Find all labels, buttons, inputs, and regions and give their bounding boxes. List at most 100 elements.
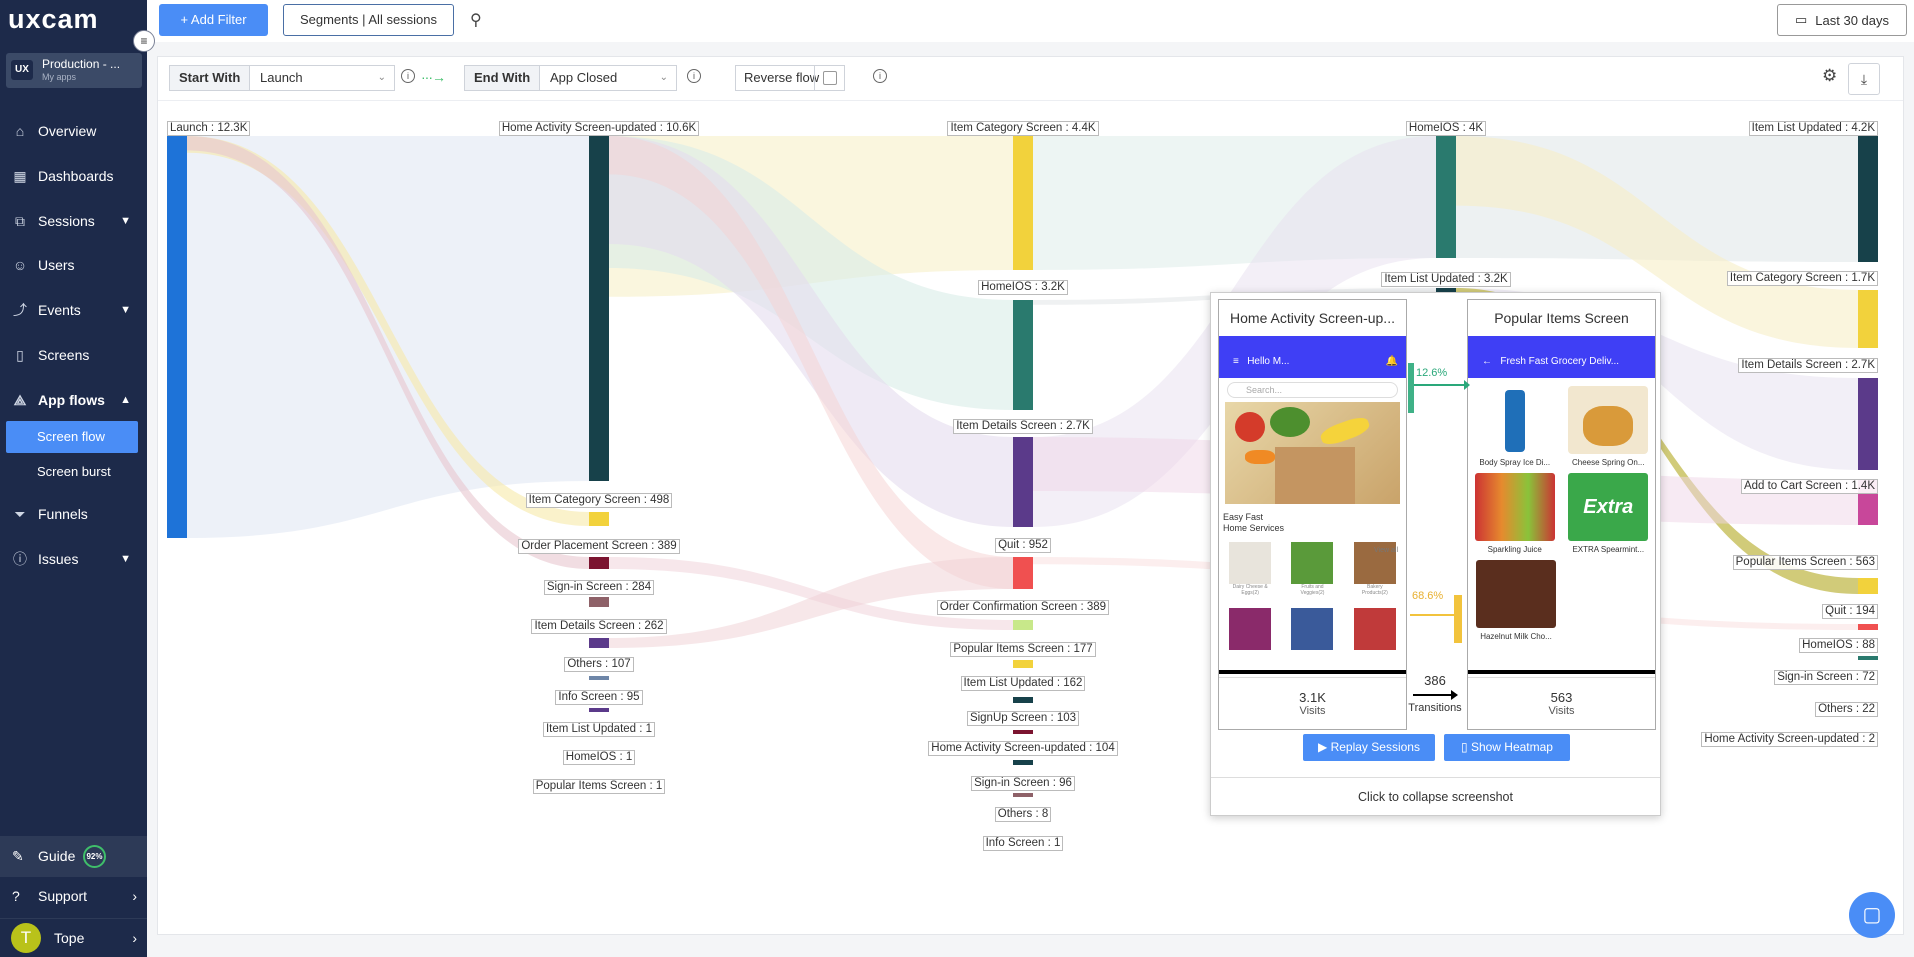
nav-issues[interactable]: ⓘ Issues ▼ <box>0 541 147 577</box>
nav-dashboards[interactable]: ▦ Dashboards <box>0 158 147 194</box>
info-icon[interactable]: i <box>873 69 887 83</box>
sankey-node-label[interactable]: Item List Updated : 162 <box>960 676 1086 691</box>
download-icon[interactable]: ⤓ <box>1848 63 1880 95</box>
transitions-info: 386 Transitions <box>1405 673 1465 714</box>
sankey-node-label[interactable]: Home Activity Screen-updated : 2 <box>1701 732 1878 747</box>
sankey-node-label[interactable]: Item Category Screen : 498 <box>525 493 673 508</box>
org-switcher[interactable]: UX Production - ... My apps <box>6 53 142 88</box>
nav-sessions[interactable]: ⧉ Sessions ▼ <box>0 203 147 239</box>
nav-events[interactable]: ⤴ Events ▼ <box>0 292 147 328</box>
show-heatmap-button[interactable]: ▯ Show Heatmap <box>1444 734 1570 761</box>
sankey-node-label[interactable]: Item Details Screen : 262 <box>531 619 667 634</box>
nav-label: Issues <box>38 551 79 567</box>
end-with-label: End With <box>464 65 541 91</box>
info-icon[interactable]: i <box>401 69 415 83</box>
add-filter-button[interactable]: + Add Filter <box>159 4 268 36</box>
sankey-node-label[interactable]: Item List Updated : 3.2K <box>1381 272 1511 287</box>
sankey-node-label[interactable]: Add to Cart Screen : 1.4K <box>1740 479 1878 494</box>
screen-card-right[interactable]: Popular Items Screen ← Fresh Fast Grocer… <box>1467 299 1656 730</box>
sankey-node-label[interactable]: Item List Updated : 4.2K <box>1748 121 1878 136</box>
nav-overview[interactable]: ⌂ Overview <box>0 113 147 149</box>
sankey-node-label[interactable]: HomeIOS : 1 <box>562 750 636 765</box>
collapse-screenshot-button[interactable]: Click to collapse screenshot <box>1211 777 1660 817</box>
nav-label: App flows <box>38 392 105 408</box>
end-with-select[interactable]: App Closed ⌄ <box>539 65 677 91</box>
app-search: Search... <box>1227 382 1398 398</box>
date-range-button[interactable]: ▭ Last 30 days <box>1777 4 1907 36</box>
info-icon[interactable]: i <box>687 69 701 83</box>
sankey-node-label[interactable]: Home Activity Screen-updated : 104 <box>928 741 1118 756</box>
date-range-label: Last 30 days <box>1815 12 1889 28</box>
sankey-node-label[interactable]: HomeIOS : 4K <box>1405 121 1487 136</box>
sankey-node-label[interactable]: Quit : 194 <box>1822 604 1878 619</box>
reverse-flow-toggle[interactable]: Reverse flow <box>735 65 845 91</box>
calendar-icon: ▭ <box>1794 12 1808 27</box>
end-with-value: App Closed <box>550 70 618 85</box>
org-badge: UX <box>11 60 33 80</box>
transition-percent-mid: 68.6% <box>1412 590 1444 602</box>
search-icon[interactable]: ⚲ <box>470 12 482 29</box>
product-item: Extra EXTRA Spearmint... <box>1568 473 1649 554</box>
sidebar-collapse-icon[interactable]: ≡ <box>133 30 155 52</box>
sankey-node-label[interactable]: Item Details Screen : 2.7K <box>953 419 1093 434</box>
support-button[interactable]: ? Support › <box>0 876 147 914</box>
sankey-node-label[interactable]: Popular Items Screen : 1 <box>532 779 666 794</box>
sankey-node-label[interactable]: SignUp Screen : 103 <box>966 711 1080 726</box>
screen-card-left[interactable]: Home Activity Screen-up... ≡ Hello M... 🔔… <box>1218 299 1407 730</box>
transitions-count: 386 <box>1424 673 1446 688</box>
sankey-node-label[interactable]: Item Category Screen : 1.7K <box>1726 271 1878 286</box>
home-icon: ⌂ <box>15 123 25 139</box>
start-with-select[interactable]: Launch ⌄ <box>249 65 395 91</box>
guide-button[interactable]: ✎ Guide 92% <box>0 836 147 876</box>
nav-screens[interactable]: ▯ Screens <box>0 337 147 373</box>
sankey-node-label[interactable]: HomeIOS : 88 <box>1799 638 1878 653</box>
sankey-node-label[interactable]: Order Confirmation Screen : 389 <box>936 600 1110 615</box>
sankey-node-label[interactable]: Item List Updated : 1 <box>542 722 656 737</box>
sankey-node-label[interactable]: Item Details Screen : 2.7K <box>1738 358 1878 373</box>
sankey-node-label[interactable]: Info Screen : 95 <box>555 690 643 705</box>
sankey-node-label[interactable]: Sign-in Screen : 96 <box>971 776 1075 791</box>
sankey-node-label[interactable]: Order Placement Screen : 389 <box>518 539 680 554</box>
category-tile <box>1229 608 1272 650</box>
sankey-node-label[interactable]: Home Activity Screen-updated : 10.6K <box>498 121 700 136</box>
screenshot-popular-items: ← Fresh Fast Grocery Deliv... Body Spray… <box>1468 336 1655 674</box>
nav-app-flows[interactable]: ⟁ App flows ▲ <box>0 382 147 418</box>
nav-label: Users <box>38 257 75 273</box>
chat-icon[interactable]: ▢ <box>1849 892 1895 938</box>
sankey-node-label[interactable]: Sign-in Screen : 72 <box>1774 670 1878 685</box>
sankey-node-label[interactable]: HomeIOS : 3.2K <box>978 280 1068 295</box>
dashboard-icon: ▦ <box>13 167 27 184</box>
screens-icon: ▯ <box>16 346 24 363</box>
nav-funnels[interactable]: ⏷ Funnels <box>0 496 147 532</box>
segments-button[interactable]: Segments | All sessions <box>283 4 454 36</box>
guide-progress: 92% <box>83 845 106 868</box>
user-menu[interactable]: T Tope › <box>0 918 147 957</box>
uxcam-logo[interactable]: uxcam <box>8 4 99 34</box>
nav-label: Screens <box>38 347 90 363</box>
sankey-node-label[interactable]: Quit : 952 <box>995 538 1051 553</box>
product-item: Cheese Spring On... <box>1568 386 1649 467</box>
nav-users[interactable]: ☺ Users <box>0 247 147 283</box>
replay-sessions-button[interactable]: ▶ Replay Sessions <box>1303 734 1435 761</box>
sankey-node-label[interactable]: Popular Items Screen : 177 <box>950 642 1096 657</box>
visits-label: Visits <box>1299 705 1326 717</box>
nav-screen-flow[interactable]: Screen flow <box>6 421 138 453</box>
sankey-node-label[interactable]: Launch : 12.3K <box>167 121 251 136</box>
product-item: Body Spray Ice Di... <box>1474 386 1555 467</box>
nav-label: Sessions <box>38 213 95 229</box>
transition-arrows <box>1408 363 1470 643</box>
sankey-node-label[interactable]: Item Category Screen : 4.4K <box>947 121 1099 136</box>
sankey-node-label[interactable]: Info Screen : 1 <box>982 836 1064 851</box>
sankey-node-label[interactable]: Others : 8 <box>994 807 1052 822</box>
sankey-node-label[interactable]: Others : 107 <box>564 657 634 672</box>
issues-icon: ⓘ <box>13 551 27 567</box>
reverse-flow-checkbox[interactable] <box>814 66 844 90</box>
nav-screen-burst[interactable]: Screen burst <box>37 464 111 479</box>
sankey-node-label[interactable]: Others : 22 <box>1815 702 1878 717</box>
visits-count: 563 <box>1550 690 1573 705</box>
gear-icon[interactable]: ⚙ <box>1822 66 1838 85</box>
sankey-node-label[interactable]: Sign-in Screen : 284 <box>543 580 655 595</box>
chevron-down-icon: ⌄ <box>377 72 386 83</box>
nav-label: Events <box>38 302 81 318</box>
sankey-node-label[interactable]: Popular Items Screen : 563 <box>1732 555 1878 570</box>
